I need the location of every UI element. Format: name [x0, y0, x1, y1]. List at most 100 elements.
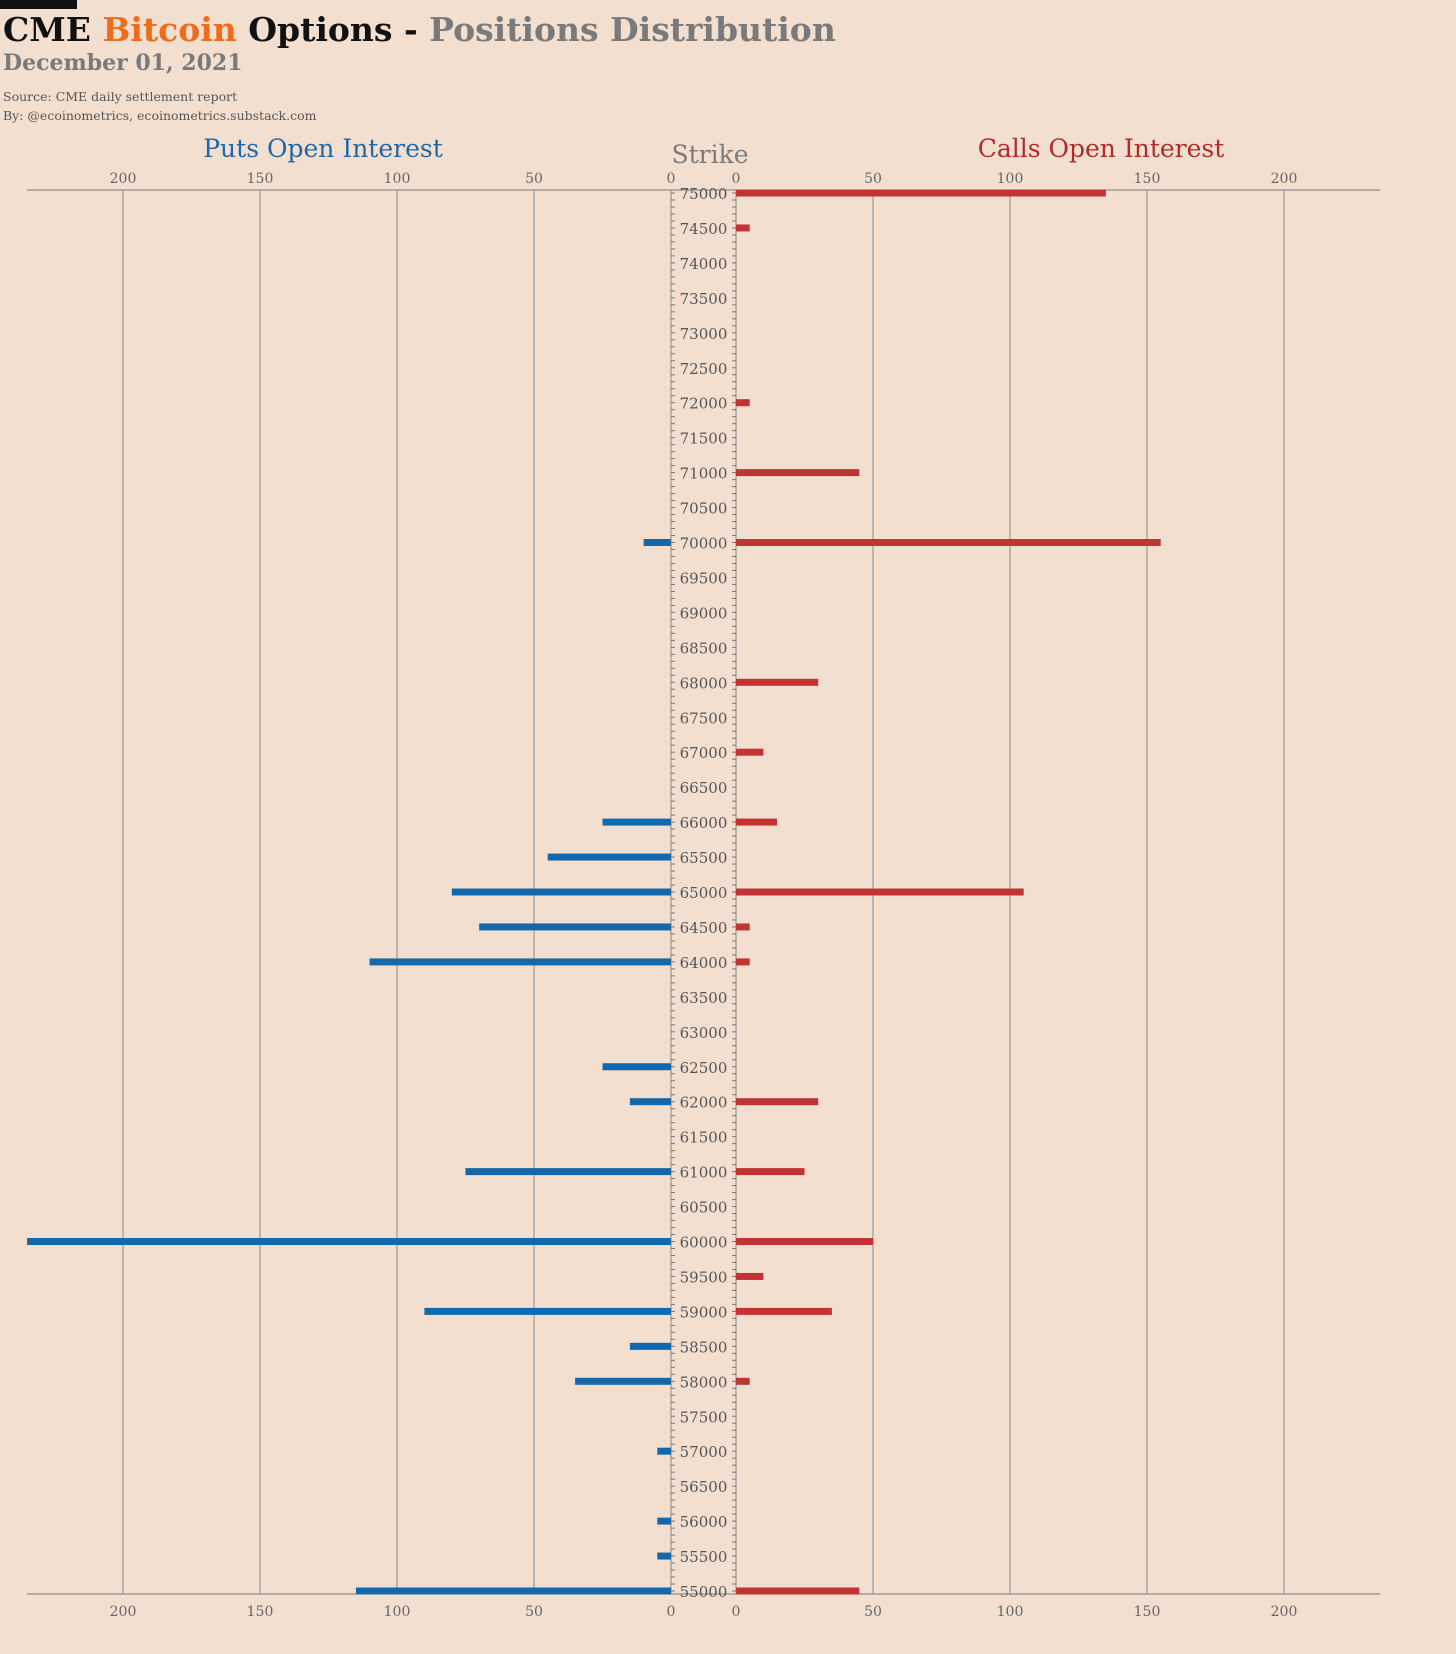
strike-label-70000: 70000	[680, 535, 728, 553]
strike-label-61000: 61000	[680, 1164, 728, 1182]
title-dash: -	[403, 10, 418, 49]
strike-label-72000: 72000	[680, 395, 728, 413]
strike-label-60500: 60500	[680, 1199, 728, 1217]
title-options: Options	[248, 10, 393, 49]
puts-top-tick-100: 100	[384, 171, 411, 187]
calls-bar-65000	[736, 888, 1024, 896]
chart-title: CME Bitcoin Options - Positions Distribu…	[3, 10, 836, 49]
strike-label-64500: 64500	[680, 919, 728, 937]
calls-bar-64500	[736, 923, 750, 931]
calls-bar-59000	[736, 1307, 832, 1315]
calls-top-tick-50: 50	[864, 171, 882, 187]
chart-subtitle-date: December 01, 2021	[3, 50, 243, 76]
strike-label-55000: 55000	[680, 1583, 728, 1601]
strike-label-65000: 65000	[680, 884, 728, 902]
calls-bar-59500	[736, 1272, 764, 1280]
calls-bar-67000	[736, 748, 764, 756]
strike-label-67500: 67500	[680, 709, 728, 727]
puts-bottom-tick-50: 50	[525, 1604, 543, 1620]
strike-label-62500: 62500	[680, 1059, 728, 1077]
strike-label-74000: 74000	[680, 255, 728, 273]
calls-bar-75000	[736, 189, 1106, 197]
strike-label-73500: 73500	[680, 290, 728, 308]
calls-bar-72000	[736, 399, 750, 407]
puts-bar-66000	[602, 818, 671, 826]
puts-bar-62000	[629, 1098, 671, 1106]
puts-bar-55500	[657, 1552, 671, 1560]
calls-top-tick-100: 100	[997, 171, 1024, 187]
puts-bottom-tick-150: 150	[247, 1604, 274, 1620]
strike-label-68500: 68500	[680, 639, 728, 657]
title-cme: CME	[3, 10, 91, 49]
puts-panel-label: Puts Open Interest	[203, 134, 443, 163]
strike-label-56000: 56000	[680, 1513, 728, 1531]
strike-label-64000: 64000	[680, 954, 728, 972]
strike-label-59000: 59000	[680, 1303, 728, 1321]
strike-label-58000: 58000	[680, 1373, 728, 1391]
puts-bar-57000	[657, 1447, 671, 1455]
calls-bar-60000	[736, 1238, 873, 1245]
calls-bar-74500	[736, 224, 750, 232]
strike-label-66500: 66500	[680, 779, 728, 797]
strike-label-72500: 72500	[680, 360, 728, 378]
puts-bar-64000	[369, 958, 671, 966]
calls-bottom-tick-150: 150	[1134, 1604, 1161, 1620]
byline-note: By: @ecoinometrics, ecoinometrics.substa…	[3, 108, 317, 123]
calls-bottom-tick-50: 50	[864, 1604, 882, 1620]
strike-label-71500: 71500	[680, 430, 728, 448]
source-note: Source: CME daily settlement report	[3, 89, 238, 104]
strike-label-69000: 69000	[680, 604, 728, 622]
calls-bar-70000	[736, 539, 1161, 546]
strike-label-69500: 69500	[680, 569, 728, 587]
puts-top-tick-150: 150	[247, 171, 274, 187]
calls-bar-66000	[736, 818, 778, 826]
puts-bottom-tick-200: 200	[110, 1604, 137, 1620]
puts-bar-61000	[465, 1168, 671, 1176]
puts-bottom-tick-100: 100	[384, 1604, 411, 1620]
strike-label-63500: 63500	[680, 989, 728, 1007]
puts-bar-65500	[547, 853, 671, 861]
calls-panel-label: Calls Open Interest	[977, 134, 1225, 163]
calls-bar-68000	[736, 678, 819, 686]
calls-bottom-tick-100: 100	[997, 1604, 1024, 1620]
strike-label-70500: 70500	[680, 500, 728, 518]
title-bitcoin: Bitcoin	[102, 10, 237, 49]
puts-bar-70000	[643, 539, 671, 546]
strike-label-60000: 60000	[680, 1234, 728, 1252]
calls-bottom-tick-200: 200	[1271, 1604, 1298, 1620]
calls-bar-58000	[736, 1377, 750, 1385]
calls-top-tick-150: 150	[1134, 171, 1161, 187]
calls-bar-62000	[736, 1098, 819, 1106]
strike-label-73000: 73000	[680, 325, 728, 343]
strike-label-63000: 63000	[680, 1024, 728, 1042]
puts-bar-56000	[657, 1517, 671, 1525]
puts-bar-65000	[451, 888, 671, 896]
strike-label-59500: 59500	[680, 1268, 728, 1286]
puts-top-tick-200: 200	[110, 171, 137, 187]
strike-label-56500: 56500	[680, 1478, 728, 1496]
puts-bar-64500	[479, 923, 671, 931]
calls-bar-61000	[736, 1168, 805, 1176]
puts-top-tick-50: 50	[525, 171, 543, 187]
strike-label-67000: 67000	[680, 744, 728, 762]
puts-bar-58500	[629, 1342, 671, 1350]
header-accent-bar	[0, 0, 77, 9]
strike-axis-label: Strike	[671, 140, 749, 169]
strike-label-74500: 74500	[680, 220, 728, 238]
strike-label-68000: 68000	[680, 674, 728, 692]
puts-bar-60000	[27, 1238, 672, 1245]
strike-label-71000: 71000	[680, 465, 728, 483]
strike-label-66000: 66000	[680, 814, 728, 832]
puts-bar-58000	[575, 1377, 671, 1385]
puts-bottom-tick-0: 0	[667, 1604, 676, 1620]
strike-label-62000: 62000	[680, 1094, 728, 1112]
strike-label-75000: 75000	[680, 185, 728, 203]
calls-top-tick-200: 200	[1271, 171, 1298, 187]
strike-label-58500: 58500	[680, 1338, 728, 1356]
calls-bottom-tick-0: 0	[732, 1604, 741, 1620]
puts-top-tick-0: 0	[667, 171, 676, 187]
calls-bar-64000	[736, 958, 750, 966]
puts-bar-62500	[602, 1063, 671, 1071]
title-positions-distribution: Positions Distribution	[429, 10, 836, 49]
puts-bar-55000	[355, 1587, 671, 1595]
